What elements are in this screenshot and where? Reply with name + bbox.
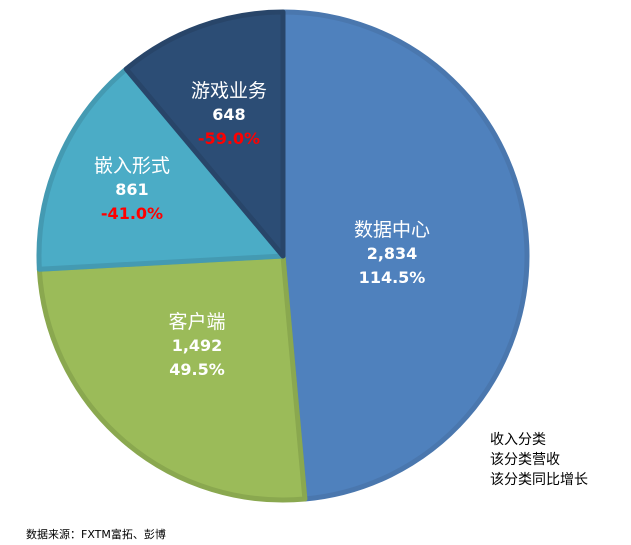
source-note: 数据来源：FXTM富拓、彭博 — [26, 528, 166, 541]
slice-name: 游戏业务 — [190, 80, 268, 102]
slice-growth: 114.5% — [358, 268, 426, 287]
legend-line-category: 收入分类 — [490, 432, 546, 448]
pie-slice-1 — [36, 253, 308, 503]
slice-label-data-center: 数据中心 2,834 114.5% — [354, 218, 430, 290]
legend-line-revenue: 该分类营收 — [490, 452, 560, 468]
legend: 收入分类 该分类营收 该分类同比增长 — [490, 430, 588, 490]
slice-name: 客户端 — [168, 311, 226, 333]
slice-label-gaming: 游戏业务 648 -59.0% — [191, 79, 267, 151]
slice-label-embedded: 嵌入形式 861 -41.0% — [94, 154, 170, 226]
slice-growth: -41.0% — [100, 204, 164, 223]
slice-name: 嵌入形式 — [93, 155, 171, 177]
slice-name: 数据中心 — [353, 219, 431, 241]
legend-line-growth: 该分类同比增长 — [490, 472, 588, 488]
slice-growth: 49.5% — [169, 360, 225, 379]
slice-growth: -59.0% — [197, 129, 261, 148]
slice-label-client: 客户端 1,492 49.5% — [168, 310, 225, 382]
slice-value: 2,834 — [366, 244, 418, 263]
pie-slice-2 — [36, 66, 286, 272]
pie-slice-0 — [280, 9, 530, 502]
slice-value: 648 — [212, 105, 246, 124]
pie-slice-3 — [123, 9, 286, 259]
slice-value: 1,492 — [171, 336, 223, 355]
slice-value: 861 — [115, 180, 149, 199]
